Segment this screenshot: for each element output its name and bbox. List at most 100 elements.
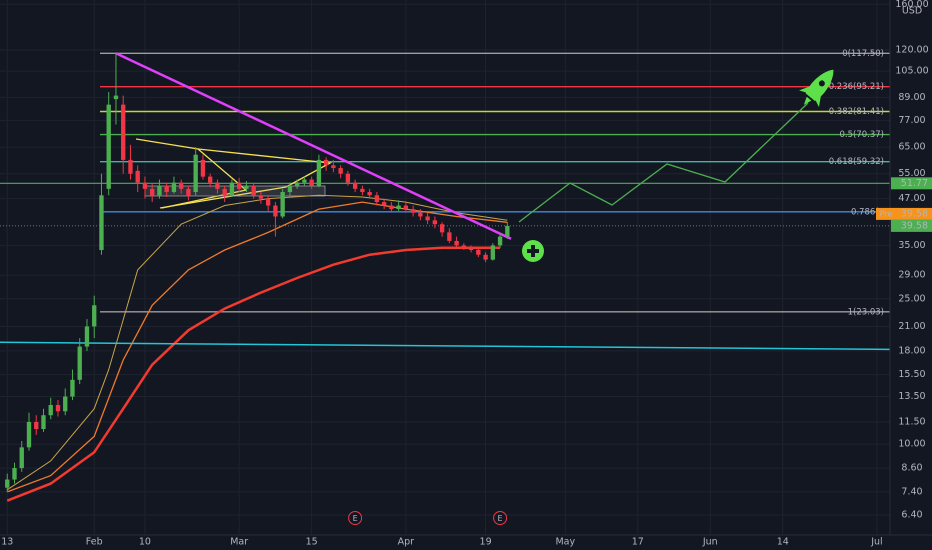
candle-body [19,447,24,469]
candle-body [55,404,61,412]
candle-body [5,479,10,488]
y-tick-label: 55.00 [898,168,925,179]
x-tick-label: 10 [139,537,151,548]
candle-body [316,159,322,186]
earnings-label: E [498,514,503,523]
candle-body [236,182,242,189]
candle-body [92,305,97,327]
y-tick-label: 160.00 [895,0,928,10]
candle-body [352,182,358,189]
candle-body [389,205,394,210]
y-tick-label: 15.50 [898,369,925,380]
candle-body [251,185,256,196]
price-label: 39.58 [901,208,928,219]
x-tick-label: Mar [230,537,248,548]
y-tick-label: 6.40 [901,509,922,520]
x-tick-label: 14 [777,537,789,548]
earnings-label: E [353,514,358,523]
candle-body [142,182,148,189]
candle-body [287,185,293,193]
candle-body [490,245,496,260]
fib-label: 0(117.50) [842,49,884,59]
candle-body [331,165,336,169]
candle-body [41,415,46,430]
candle-body [302,179,307,183]
earnings-marker [493,511,508,525]
triangle-pattern [135,138,248,209]
x-tick-label: Apr [398,537,415,548]
candle-body [34,421,39,430]
candle-body [164,185,169,193]
candle-body [244,185,249,189]
candle-body [345,173,351,183]
candle-body [309,179,314,186]
rocket-icon [799,69,834,108]
candle-body [425,216,430,221]
candle-body [439,224,445,233]
candle-body [497,236,503,246]
candle-body [273,205,278,217]
currency-label: USD [902,6,922,17]
price-label: 39.58 [901,220,928,231]
candle-body [374,195,380,203]
fib-label: 0.5(70.37) [840,130,884,140]
candle-body [381,202,387,206]
candle-body [505,225,510,237]
y-tick-label: 77.00 [898,115,925,126]
y-tick-label: 120.00 [895,44,928,55]
fib-label: 0.236(95.21) [829,82,884,92]
fib-label: 0.618(59.32) [829,157,884,167]
y-tick-label: 18.00 [898,345,925,356]
candle-body [454,240,459,246]
price-label: 51.77 [901,178,928,189]
x-tick-label: Feb [86,537,103,548]
x-tick-label: 13 [1,537,13,548]
grid-layer [0,0,890,535]
candle-body [367,192,372,196]
candle-body [171,182,177,193]
candles-layer [5,53,510,492]
candle-body [265,198,271,206]
candle-body [294,182,300,186]
triangle-pattern [159,148,333,209]
price-label-box [896,207,932,220]
candle-body [483,254,488,260]
y-tick-label: 105.00 [895,66,928,77]
candle-body [26,421,32,448]
candle-body [338,168,343,174]
candle-body [461,245,467,248]
pre-tag-box [876,207,896,220]
y-tick-label: 29.00 [898,270,925,281]
candle-body [99,195,104,251]
y-tick-label: 25.00 [898,293,925,304]
x-tick-label: 17 [632,537,644,548]
x-tick-label: Jul [870,537,882,548]
levels-layer: 0(117.50) 0.236(95.21) 0.382(81.41) 0.5(70.… [0,49,890,317]
candle-body [48,404,53,416]
plus-icon [522,240,544,262]
y-tick-label: 7.40 [901,486,922,497]
fib-label: 0.786(4 [851,207,884,217]
candle-body [403,205,409,210]
x-tick-label: May [555,537,575,548]
y-tick-label: 13.50 [898,391,925,402]
candle-body [70,379,75,397]
candle-body [84,326,90,347]
candle-body [468,247,474,251]
y-tick-label: 47.00 [898,193,925,204]
candle-body [476,250,481,255]
candle-body [410,209,416,213]
price-label-box [891,219,932,232]
candle-body [200,159,206,177]
candle-body [135,170,140,183]
candle-body [222,188,227,196]
candle-body [179,182,184,189]
price-axis [890,0,932,550]
candle-body [208,176,213,183]
candle-body [186,188,191,196]
candle-body [12,468,17,480]
candle-body [280,192,285,217]
candle-body [150,188,155,196]
